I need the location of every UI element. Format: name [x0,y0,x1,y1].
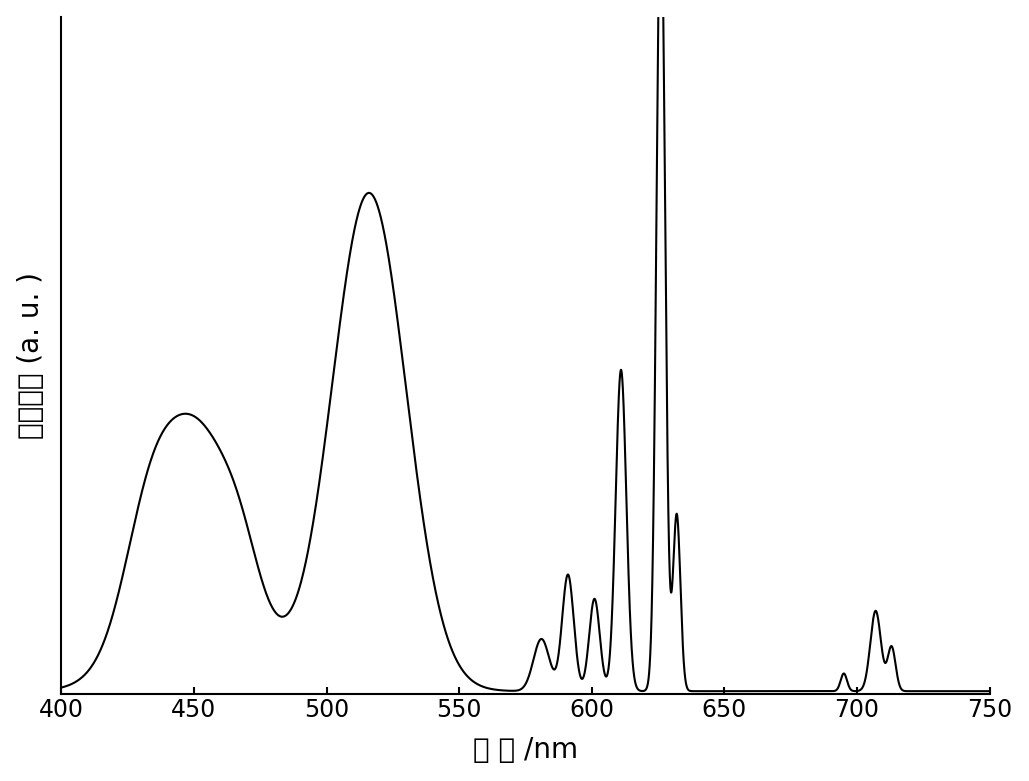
X-axis label: 波 长 /nm: 波 长 /nm [473,736,578,765]
Y-axis label: 相对强度 (a. u. ): 相对强度 (a. u. ) [16,272,44,439]
